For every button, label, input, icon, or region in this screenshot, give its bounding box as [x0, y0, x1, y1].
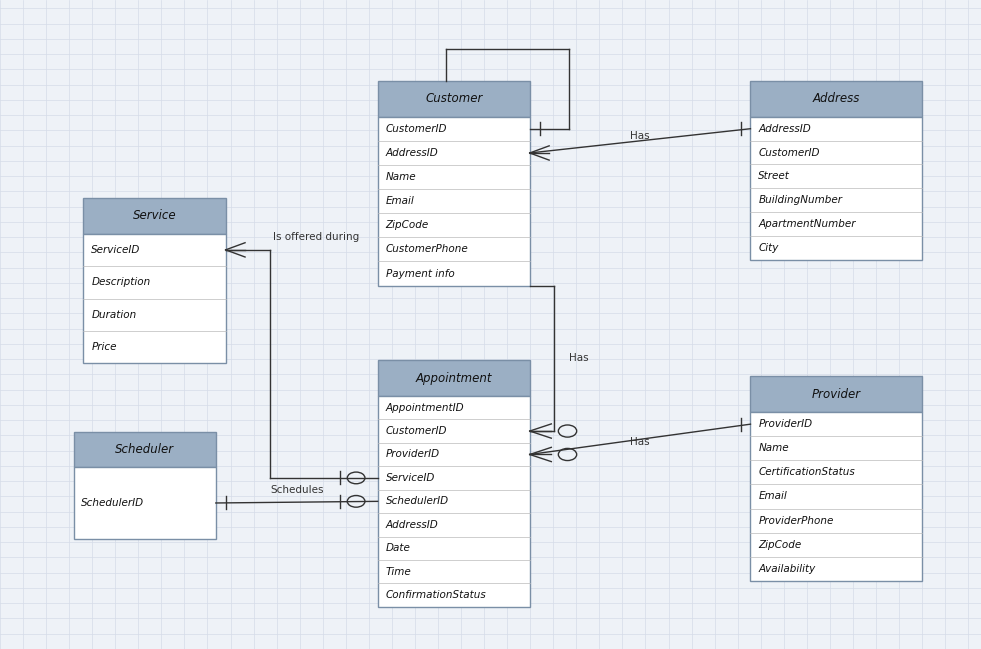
Text: AppointmentID: AppointmentID — [386, 402, 464, 413]
Text: ProviderPhone: ProviderPhone — [758, 515, 834, 526]
FancyBboxPatch shape — [83, 234, 226, 363]
Text: Is offered during: Is offered during — [274, 232, 359, 242]
Text: Time: Time — [386, 567, 411, 577]
Text: Provider: Provider — [811, 387, 861, 401]
Text: City: City — [758, 243, 779, 252]
Text: ProviderID: ProviderID — [758, 419, 812, 429]
Text: Date: Date — [386, 543, 410, 553]
Text: SchedulerID: SchedulerID — [386, 496, 448, 506]
Text: Has: Has — [630, 437, 650, 447]
Text: Email: Email — [386, 196, 414, 206]
Text: ZipCode: ZipCode — [758, 540, 801, 550]
FancyBboxPatch shape — [750, 412, 922, 581]
Text: Email: Email — [758, 491, 787, 502]
Text: Payment info: Payment info — [386, 269, 454, 278]
Text: Price: Price — [91, 342, 117, 352]
Text: Duration: Duration — [91, 310, 136, 320]
Text: CustomerPhone: CustomerPhone — [386, 245, 468, 254]
Text: ZipCode: ZipCode — [386, 220, 429, 230]
FancyBboxPatch shape — [750, 117, 922, 260]
FancyBboxPatch shape — [74, 432, 216, 467]
Text: CertificationStatus: CertificationStatus — [758, 467, 855, 478]
Text: ServiceID: ServiceID — [91, 245, 140, 255]
Text: ProviderID: ProviderID — [386, 450, 439, 459]
Text: Schedules: Schedules — [270, 485, 324, 495]
Text: Scheduler: Scheduler — [115, 443, 175, 456]
Text: AddressID: AddressID — [758, 124, 811, 134]
Text: SchedulerID: SchedulerID — [81, 498, 144, 508]
FancyBboxPatch shape — [750, 81, 922, 117]
Text: ServiceID: ServiceID — [386, 473, 435, 483]
Text: ConfirmationStatus: ConfirmationStatus — [386, 590, 487, 600]
Text: AddressID: AddressID — [386, 520, 439, 530]
Text: Street: Street — [758, 171, 790, 181]
Text: Name: Name — [758, 443, 789, 453]
Text: CustomerID: CustomerID — [758, 147, 820, 158]
FancyBboxPatch shape — [378, 360, 530, 396]
FancyBboxPatch shape — [378, 396, 530, 607]
Text: Customer: Customer — [425, 92, 483, 106]
Text: Appointment: Appointment — [416, 371, 491, 385]
Text: BuildingNumber: BuildingNumber — [758, 195, 843, 205]
Text: Has: Has — [569, 353, 589, 363]
Text: Description: Description — [91, 277, 150, 288]
FancyBboxPatch shape — [378, 117, 530, 286]
FancyBboxPatch shape — [83, 198, 226, 234]
Text: Name: Name — [386, 172, 416, 182]
Text: CustomerID: CustomerID — [386, 426, 447, 436]
Text: Address: Address — [812, 92, 860, 106]
FancyBboxPatch shape — [74, 467, 216, 539]
Text: ApartmentNumber: ApartmentNumber — [758, 219, 855, 229]
FancyBboxPatch shape — [750, 376, 922, 412]
Text: AddressID: AddressID — [386, 148, 439, 158]
Text: CustomerID: CustomerID — [386, 124, 447, 134]
FancyBboxPatch shape — [378, 81, 530, 117]
Text: Availability: Availability — [758, 564, 815, 574]
Text: Service: Service — [132, 209, 177, 223]
Text: Has: Has — [630, 131, 650, 141]
